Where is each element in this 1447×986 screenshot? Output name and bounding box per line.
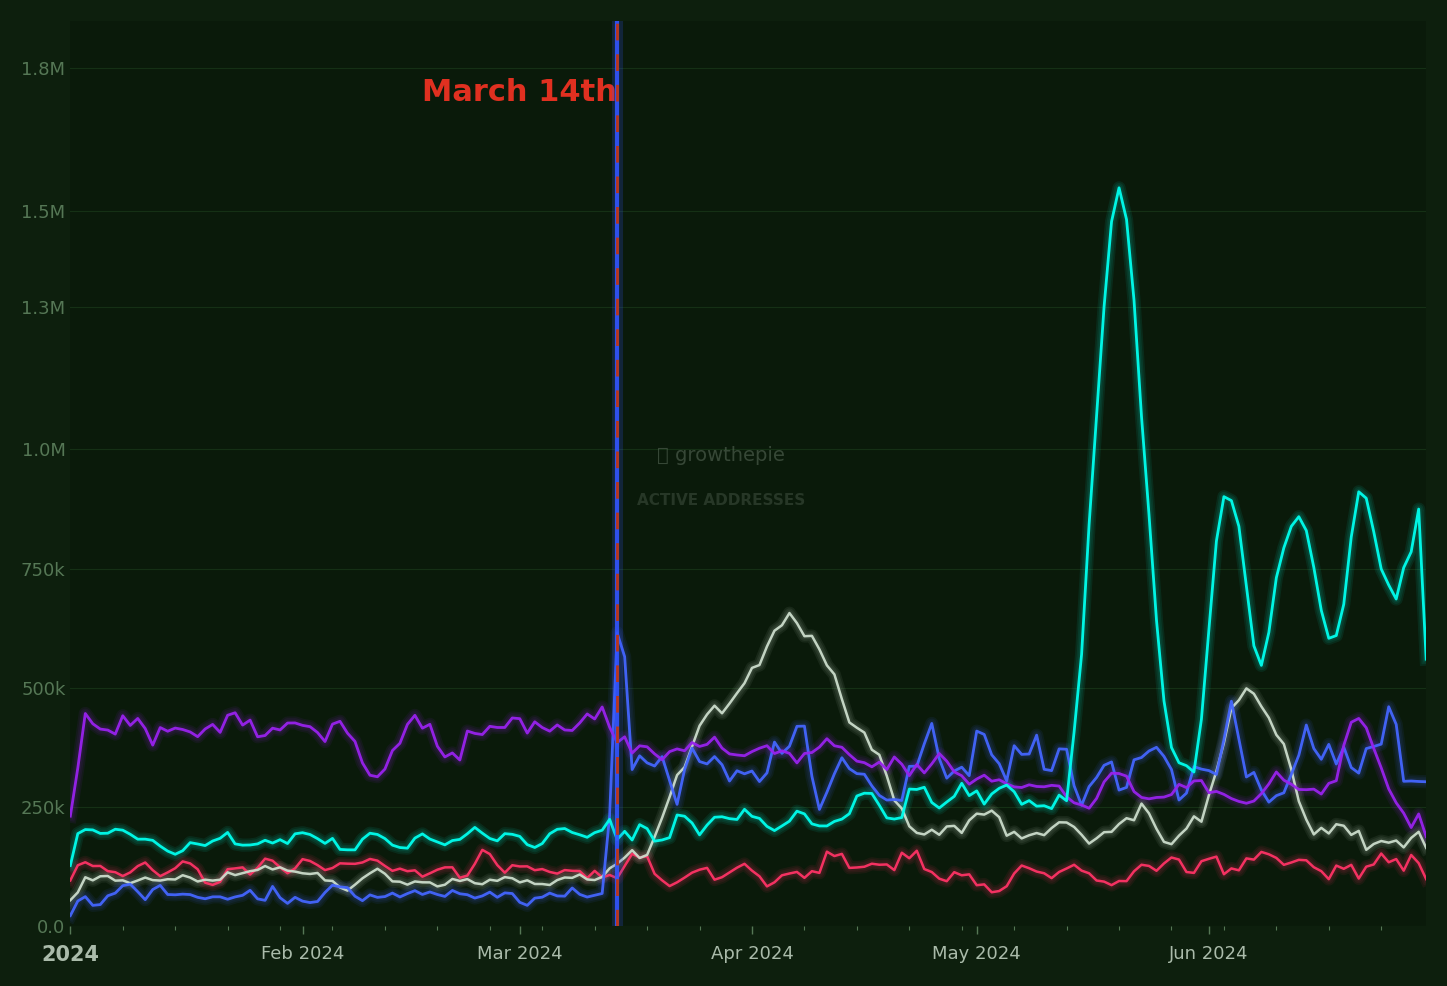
Text: ACTIVE ADDRESSES: ACTIVE ADDRESSES xyxy=(637,493,805,508)
Text: 🌱 growthepie: 🌱 growthepie xyxy=(657,446,786,464)
Text: March 14th: March 14th xyxy=(423,78,618,107)
